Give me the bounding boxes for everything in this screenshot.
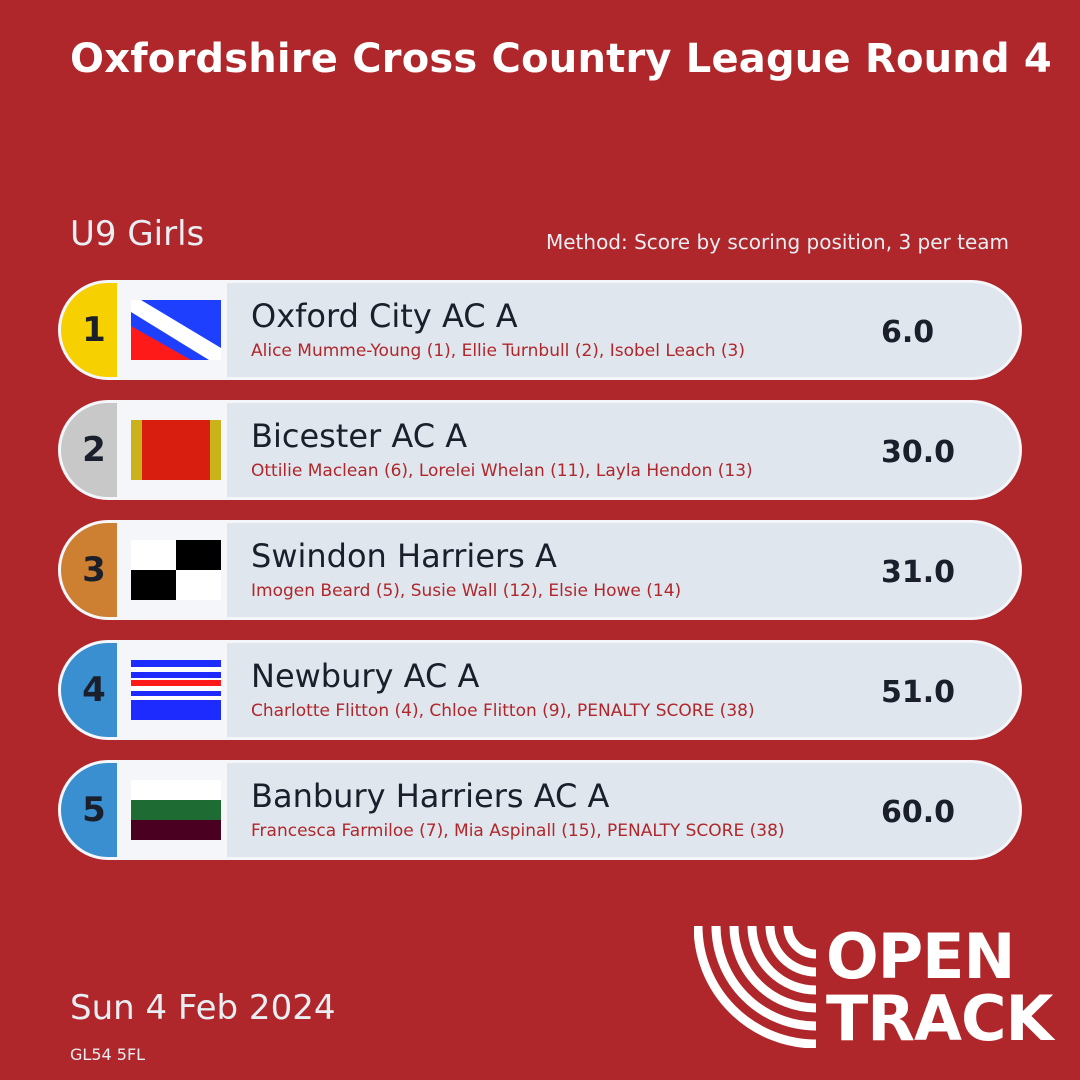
result-row: 5 Banbury Harriers AC A Francesca Farmil… [58, 760, 1022, 860]
rank-number: 4 [82, 670, 106, 710]
rank-number: 3 [82, 550, 106, 590]
scoring-method: Method: Score by scoring position, 3 per… [545, 230, 1009, 254]
team-athletes: Ottilie Maclean (6), Lorelei Whelan (11)… [251, 461, 753, 481]
team-score: 31.0 [881, 555, 956, 590]
event-postcode: GL54 5FL [70, 1045, 146, 1064]
team-athletes: Alice Mumme-Young (1), Ellie Turnbull (2… [251, 341, 746, 361]
rank-badge: 1 [61, 283, 117, 377]
team-athletes: Francesca Farmiloe (7), Mia Aspinall (15… [251, 821, 785, 841]
results-list: 1 Oxford City AC A Alice Mumme-Young (1)… [58, 280, 1022, 880]
rank-badge: 2 [61, 403, 117, 497]
logo-line-track: TRACK [826, 982, 1054, 1055]
team-athletes: Charlotte Flitton (4), Chloe Flitton (9)… [251, 701, 755, 721]
rank-badge: 5 [61, 763, 117, 857]
logo-line-open: OPEN [826, 920, 1015, 993]
team-score: 6.0 [881, 315, 935, 350]
result-row: 4 Newbury AC A Charlotte Flitton (4), Ch… [58, 640, 1022, 740]
result-row: 3 Swindon Harriers A Imogen Beard (5), S… [58, 520, 1022, 620]
team-score: 60.0 [881, 795, 956, 830]
result-row: 1 Oxford City AC A Alice Mumme-Young (1)… [58, 280, 1022, 380]
team-name: Oxford City AC A [251, 297, 518, 335]
category-label: U9 Girls [70, 214, 205, 254]
rank-number: 1 [82, 310, 106, 350]
rank-badge: 3 [61, 523, 117, 617]
opentrack-logo-icon [694, 926, 816, 1048]
team-name: Newbury AC A [251, 657, 480, 695]
swindon-flag-icon [131, 540, 221, 600]
team-name: Bicester AC A [251, 417, 468, 455]
rank-number: 2 [82, 430, 106, 470]
event-date: Sun 4 Feb 2024 [70, 988, 336, 1028]
team-name: Swindon Harriers A [251, 537, 557, 575]
team-score: 30.0 [881, 435, 956, 470]
opentrack-logo-text: OPEN TRACK [826, 920, 1054, 1055]
result-row: 2 Bicester AC A Ottilie Maclean (6), Lor… [58, 400, 1022, 500]
team-name: Banbury Harriers AC A [251, 777, 610, 815]
page-title: Oxfordshire Cross Country League Round 4 [70, 36, 1052, 82]
banbury-flag-icon [131, 780, 221, 840]
rank-number: 5 [82, 790, 106, 830]
bicester-flag-icon [131, 420, 221, 480]
oxford-city-flag-icon [131, 300, 221, 360]
team-athletes: Imogen Beard (5), Susie Wall (12), Elsie… [251, 581, 682, 601]
team-score: 51.0 [881, 675, 956, 710]
rank-badge: 4 [61, 643, 117, 737]
newbury-flag-icon [131, 660, 221, 720]
